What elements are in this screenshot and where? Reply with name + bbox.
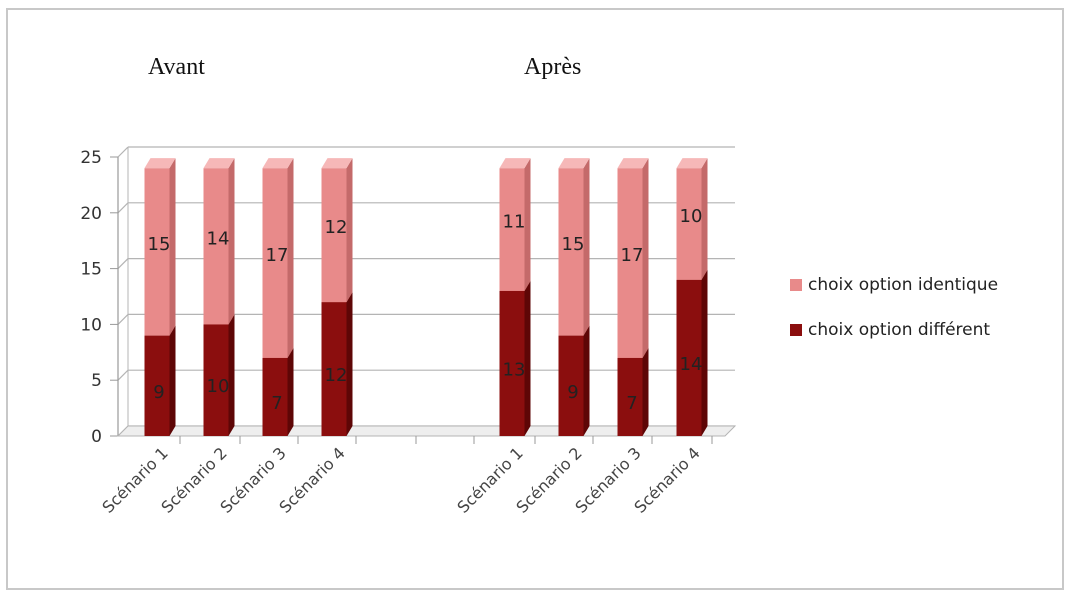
bar-g1-c2-label-different: 7 [626,393,637,414]
bar-g1-c3-identique-side [701,158,708,280]
legend: choix option identique choix option diff… [790,273,998,363]
y-tick-label-5: 5 [91,371,102,391]
group-title-apres: Après [524,54,582,80]
bar-g1-c1-label-identique: 15 [562,234,585,255]
group-title-avant: Avant [148,54,205,80]
bar-g1-c0-label-different: 13 [503,359,526,380]
gridline-diag-15 [117,258,129,270]
bar-g1-c3-different-front [676,279,702,436]
bar-g1-c0-identique-side [524,158,531,291]
bar-g0-c2-different-side [287,347,294,436]
y-tick-label-20: 20 [80,204,102,224]
bar-g1-c2-identique-front [617,168,643,358]
chart-frame [6,8,1064,590]
y-tick-label-10: 10 [80,315,102,335]
bar-g1-c1-identique-front [558,168,584,336]
bar-g0-c0-different-side [169,325,176,436]
bar-g0-c1-different-side [228,314,235,436]
bar-g0-c1-label-identique: 14 [207,228,230,249]
bar-g0-c0-identique-side [169,158,176,336]
bar-g0-c0-identique-front [144,168,170,336]
legend-label-different: choix option différent [808,320,991,340]
bar-g0-c1-identique-side [228,158,235,325]
bar-g1-c2-label-identique: 17 [621,245,644,266]
bar-g0-c2-label-identique: 17 [266,245,289,266]
bar-g1-c0-different-front [499,290,525,436]
bar-g1-c3-identique-front [676,168,702,280]
bar-g0-c3-identique-top [321,158,353,169]
gridline-diag-10 [117,313,129,325]
gridline-diag-20 [117,202,129,214]
bar-g1-c2-different-side [642,347,649,436]
bar-g0-c3-label-different: 12 [325,365,348,386]
bar-g1-c2-identique-side [642,158,649,358]
bar-g1-c0-identique-top [499,158,531,169]
bar-g0-c0-different-front [144,335,170,436]
bar-g0-c1-different-front [203,324,229,436]
bar-g1-c1-different-side [583,325,590,436]
bar-g1-c3-identique-top [676,158,708,169]
legend-item-different: choix option différent [790,318,998,342]
bar-g0-c0-label-different: 9 [153,382,164,403]
y-tick-label-15: 15 [80,260,102,280]
bar-g0-c2-identique-side [287,158,294,358]
gridline-diag-5 [117,369,129,381]
bar-g1-c1-label-different: 9 [567,382,578,403]
bar-g1-c0-different-side [524,280,531,436]
y-tick-label-0: 0 [91,427,102,447]
bar-g1-c2-identique-top [617,158,649,169]
bar-g0-c2-label-different: 7 [271,393,282,414]
bar-g1-c1-identique-top [558,158,590,169]
bar-g1-c1-different-front [558,335,584,436]
bar-g1-c3-label-different: 14 [680,354,703,375]
legend-swatch-different [790,324,802,336]
bar-g1-c3-different-side [701,269,708,436]
bar-g1-c3-label-identique: 10 [680,206,703,227]
bar-g0-c3-label-identique: 12 [325,217,348,238]
bar-g0-c1-identique-front [203,168,229,325]
bar-g0-c0-label-identique: 15 [148,234,171,255]
bar-g1-c0-identique-front [499,168,525,291]
bar-g0-c3-identique-side [346,158,353,303]
bar-g0-c3-different-side [346,292,353,436]
bar-g0-c2-different-front [262,357,288,436]
bar-g0-c3-identique-front [321,168,347,303]
gridline-diag-25 [117,146,129,158]
bar-g0-c1-identique-top [203,158,235,169]
legend-swatch-identique [790,279,802,291]
bar-g0-c2-identique-front [262,168,288,358]
y-tick-label-25: 25 [80,148,102,168]
bar-g1-c0-label-identique: 11 [503,212,526,233]
bar-g1-c2-different-front [617,357,643,436]
bar-g0-c1-label-different: 10 [207,376,230,397]
bar-g0-c2-identique-top [262,158,294,169]
bar-g1-c1-identique-side [583,158,590,336]
legend-label-identique: choix option identique [808,275,999,295]
legend-item-identique: choix option identique [790,273,998,297]
bar-g0-c3-different-front [321,302,347,436]
bar-g0-c0-identique-top [144,158,176,169]
